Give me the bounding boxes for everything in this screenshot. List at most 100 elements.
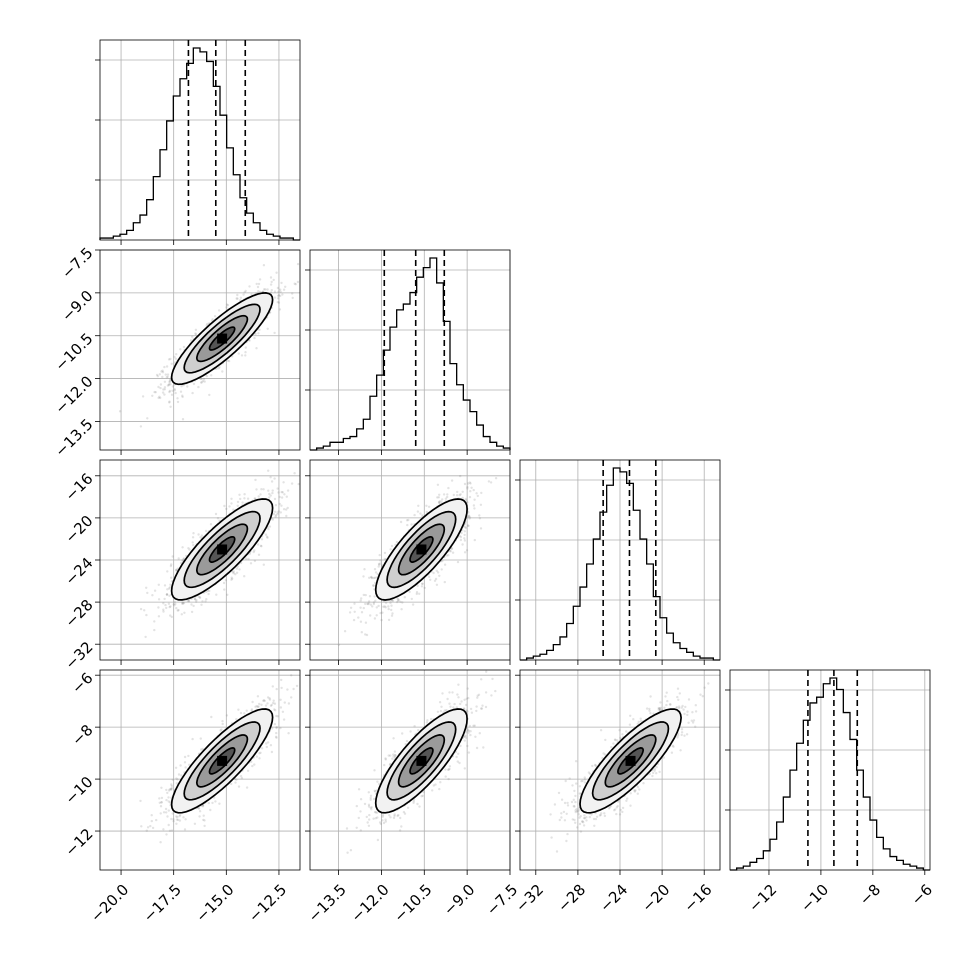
sample-point (373, 595, 376, 598)
sample-point (217, 309, 221, 312)
sample-point (157, 598, 161, 601)
sample-point (151, 394, 154, 397)
sample-point (279, 511, 282, 514)
sample-point (348, 611, 352, 614)
sample-point (257, 282, 261, 286)
sample-point (444, 497, 448, 500)
sample-point (243, 575, 246, 578)
sample-point (285, 495, 288, 498)
sample-point (168, 380, 171, 383)
sample-point (163, 380, 167, 383)
sample-point (163, 365, 166, 369)
sample-point (281, 491, 284, 494)
sample-point (279, 288, 282, 291)
sample-point (359, 606, 362, 609)
sample-point (170, 576, 173, 579)
sample-point (165, 606, 168, 610)
sample-point (362, 575, 365, 578)
y-tick-label: −16 (61, 470, 96, 505)
sample-point (253, 336, 256, 340)
sample-point (156, 375, 159, 378)
sample-point (494, 477, 498, 480)
sample-point (211, 318, 214, 321)
sample-point (141, 395, 145, 398)
sample-point (159, 841, 162, 844)
sample-point (248, 285, 251, 288)
sample-point (226, 593, 229, 596)
sample-point (225, 507, 228, 511)
sample-point (461, 543, 464, 546)
sample-point (387, 605, 390, 608)
sample-point (255, 282, 258, 286)
sample-point (280, 281, 283, 285)
sample-point (237, 352, 240, 355)
sample-point (246, 497, 250, 500)
sample-point (174, 357, 178, 360)
sample-point (168, 390, 171, 394)
sample-point (158, 373, 161, 376)
sample-point (165, 365, 169, 368)
sample-point (440, 568, 443, 571)
sample-point (487, 480, 491, 483)
sample-point (169, 564, 173, 568)
sample-point (479, 503, 483, 506)
sample-point (230, 502, 233, 505)
sample-point (168, 383, 171, 386)
sample-point (238, 299, 242, 302)
sample-point (390, 544, 394, 548)
y-tick-label: −20 (61, 512, 96, 547)
panel-3-0: −20.0 −17.5 −15.0 −12.5−12−10−8−6 (61, 669, 301, 926)
sample-point (277, 491, 280, 494)
y-tick-label: −12.0 (51, 372, 96, 417)
sample-point (277, 290, 280, 293)
sample-point (466, 482, 470, 485)
sample-point (254, 332, 257, 336)
sample-point (360, 611, 364, 614)
sample-point (285, 514, 288, 518)
sample-point (378, 553, 381, 557)
sample-point (169, 583, 172, 586)
sample-point (479, 527, 483, 530)
sample-point (167, 602, 171, 605)
sample-point (366, 602, 369, 606)
sample-point (179, 348, 182, 351)
sample-point (445, 554, 448, 557)
sample-point (290, 482, 294, 485)
sample-point (166, 373, 170, 376)
sample-point (387, 607, 390, 611)
sample-point (434, 577, 438, 581)
sample-point (281, 293, 284, 296)
sample-point (364, 621, 368, 624)
y-tick-label: −24 (61, 554, 96, 589)
sample-point (467, 515, 471, 518)
histogram-step (99, 47, 300, 241)
sample-point (247, 557, 250, 561)
sample-point (440, 500, 443, 503)
sample-point (167, 587, 171, 590)
sample-point (165, 376, 168, 379)
sample-point (162, 610, 165, 613)
sample-point (478, 514, 481, 517)
sample-point (253, 559, 257, 563)
sample-point (238, 568, 241, 571)
y-tick-label: −13.5 (51, 415, 96, 460)
sample-point (257, 290, 260, 293)
sample-point (161, 391, 165, 394)
sample-point (182, 816, 185, 819)
sample-point (167, 358, 171, 361)
sample-point (296, 262, 300, 266)
sample-point (165, 593, 169, 596)
sample-point (286, 506, 289, 510)
sample-point (413, 513, 416, 517)
sample-point (139, 607, 143, 611)
sample-point (238, 493, 241, 496)
sample-point (391, 612, 394, 615)
sample-point (236, 293, 239, 297)
sample-point (417, 504, 420, 507)
sample-point (191, 541, 194, 544)
sample-point (273, 497, 277, 501)
sample-point (192, 543, 195, 547)
sample-point (368, 595, 372, 598)
sample-point (174, 766, 178, 769)
